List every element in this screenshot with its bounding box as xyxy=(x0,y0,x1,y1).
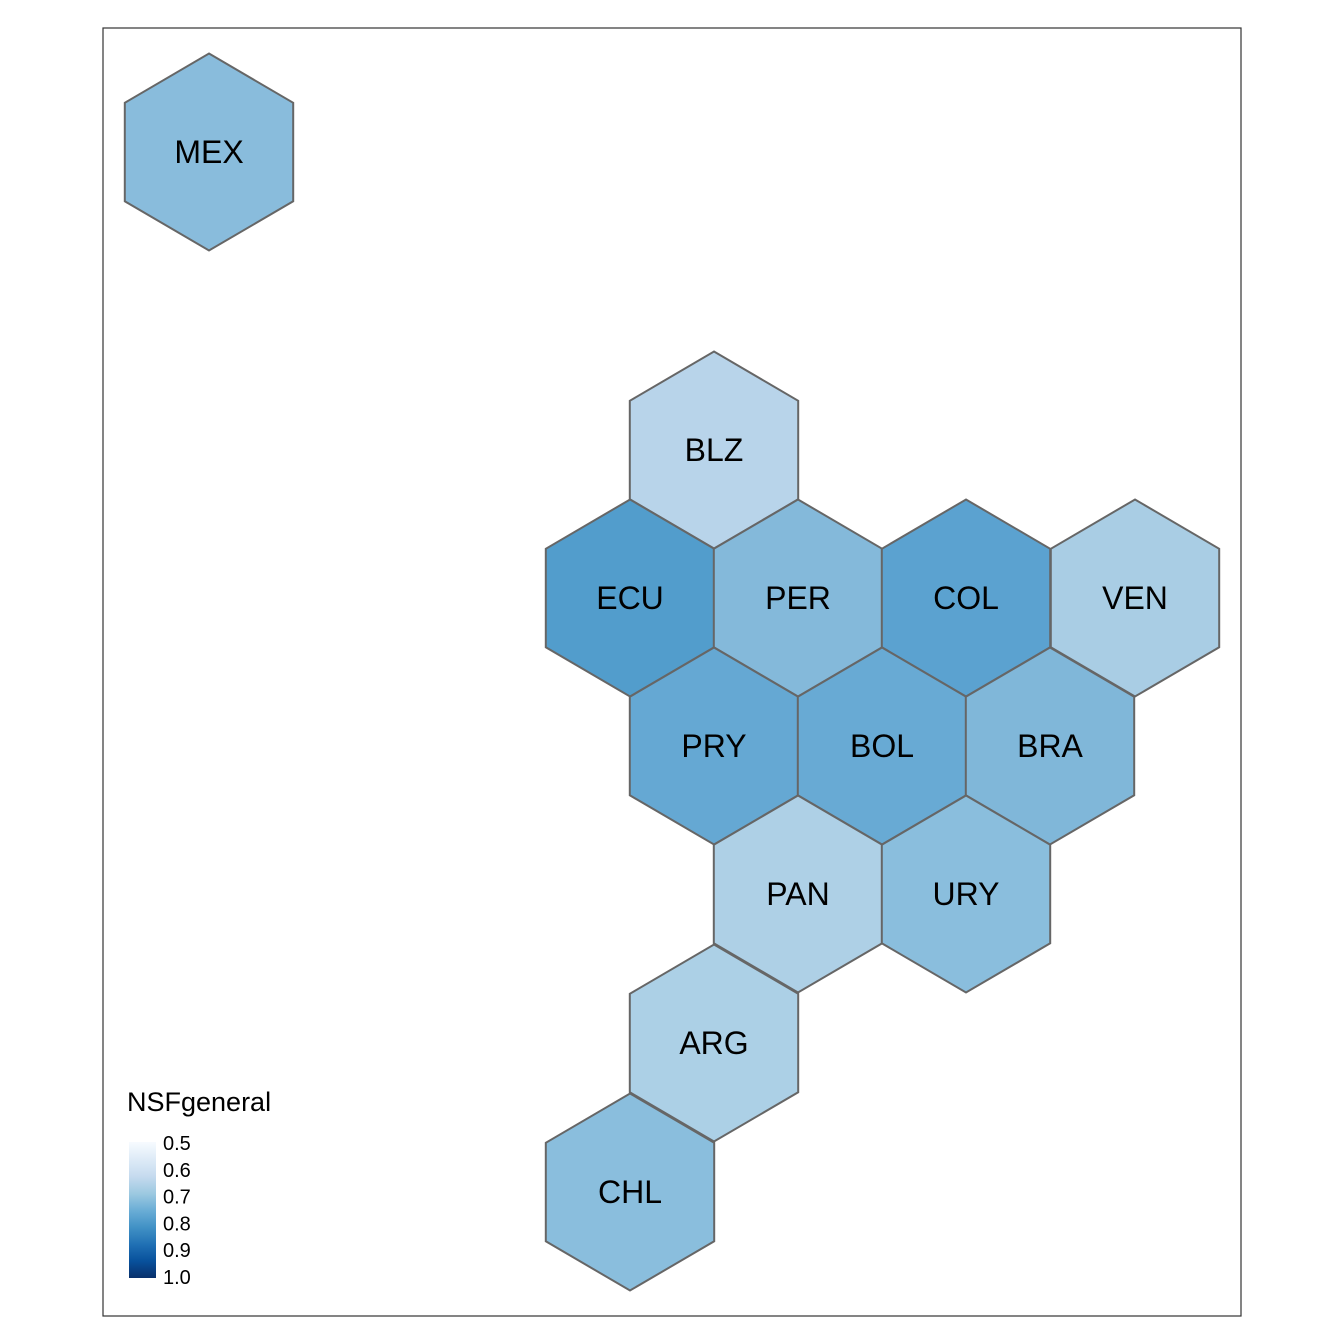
legend: NSFgeneral 0.5 0.6 0.7 0.8 0.9 1.0 xyxy=(127,1087,271,1289)
legend-tick-label: 0.8 xyxy=(163,1213,191,1235)
hex-arg xyxy=(628,943,800,1143)
hex-label-per: PER xyxy=(765,580,831,616)
hex-region-chl: CHL xyxy=(544,1092,716,1292)
legend-title: NSFgeneral xyxy=(127,1087,271,1117)
legend-ticks: 0.5 0.6 0.7 0.8 0.9 1.0 xyxy=(163,1133,191,1289)
hex-region-bra: BRA xyxy=(964,646,1136,846)
hex-label-pan: PAN xyxy=(766,876,829,912)
hex-label-blz: BLZ xyxy=(685,432,744,468)
hex-label-chl: CHL xyxy=(598,1174,662,1210)
hex-label-ven: VEN xyxy=(1102,580,1168,616)
hex-region-ury: URY xyxy=(880,794,1052,994)
hex-region-pan: PAN xyxy=(712,794,884,994)
legend-tick-label: 0.6 xyxy=(163,1160,191,1182)
hex-label-ecu: ECU xyxy=(596,580,664,616)
hex-label-bra: BRA xyxy=(1017,728,1083,764)
hex-label-pry: PRY xyxy=(681,728,746,764)
hex-region-arg: ARG xyxy=(628,943,800,1143)
hex-mex xyxy=(123,52,295,252)
legend-tick-label: 0.9 xyxy=(163,1240,191,1262)
hex-label-arg: ARG xyxy=(679,1025,748,1061)
hex-label-bol: BOL xyxy=(850,728,914,764)
legend-colorbar xyxy=(129,1142,156,1278)
hex-layer: MEX BLZ ECU PER COL VEN PRY BOL BRA PAN URY ARG CHL xyxy=(123,52,1221,1292)
hex-chl xyxy=(544,1092,716,1292)
legend-tick-label: 0.5 xyxy=(163,1133,191,1155)
hex-region-mex: MEX xyxy=(123,52,295,252)
hex-label-mex: MEX xyxy=(174,134,243,170)
hex-ury xyxy=(880,794,1052,994)
hex-label-col: COL xyxy=(933,580,999,616)
hex-label-ury: URY xyxy=(933,876,1000,912)
legend-tick-label: 1.0 xyxy=(163,1267,191,1289)
hex-region-blz: BLZ xyxy=(628,350,800,550)
legend-tick-label: 0.7 xyxy=(163,1187,191,1209)
